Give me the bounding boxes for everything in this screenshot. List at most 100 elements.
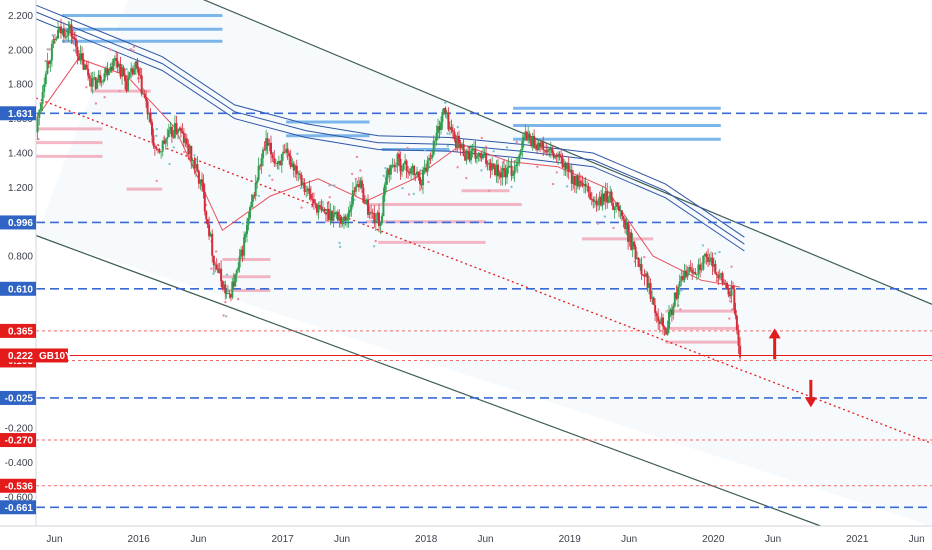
candle-body [305, 190, 308, 192]
candle-body [495, 164, 498, 176]
candle-body [652, 298, 655, 305]
candle-body [551, 148, 554, 153]
candle-body [60, 26, 62, 34]
red-level-0-label: 0.365 [8, 326, 33, 337]
y-tick-label: 2.200 [8, 11, 33, 22]
candle-body [312, 199, 315, 204]
x-tick-label: 2021 [846, 534, 869, 545]
candle-body [214, 264, 217, 266]
candle-body [542, 141, 545, 150]
candle-body [710, 257, 712, 260]
candle-body [145, 98, 148, 102]
candle-body [625, 223, 628, 230]
candle-body [426, 160, 429, 172]
candle-body [504, 170, 507, 178]
candle-body [314, 203, 317, 205]
x-axis-background [0, 526, 932, 550]
candle-body [657, 316, 660, 322]
candle-body [109, 66, 112, 72]
x-tick-label: 2016 [128, 534, 151, 545]
candle-body [413, 166, 416, 176]
scatter-dot [237, 297, 240, 301]
x-tick-label: Jun [46, 534, 62, 545]
candle-body [253, 195, 256, 197]
candle-body [309, 193, 312, 200]
candle-body [399, 158, 402, 172]
candle-body [280, 154, 283, 166]
candle-body [386, 168, 389, 178]
candle-body [729, 294, 731, 297]
candle-body [97, 74, 100, 80]
blue-level-2-label: 0.610 [8, 284, 33, 295]
y-tick-label: 1.800 [8, 80, 33, 91]
candle-body [374, 219, 377, 223]
scatter-dot [129, 48, 132, 51]
candle-body [311, 199, 314, 200]
candle-body [38, 110, 41, 118]
candle-body [668, 311, 670, 329]
candle-body [645, 273, 647, 277]
candle-body [702, 255, 705, 270]
candle-body [158, 149, 161, 153]
candle-body [156, 148, 159, 150]
candle-body [130, 68, 133, 73]
candle-body [640, 264, 643, 275]
scatter-dot [338, 245, 342, 249]
y-tick-label: 1.200 [8, 183, 33, 194]
candle-body [169, 127, 172, 131]
candle-body [41, 91, 44, 104]
candle-body [711, 257, 714, 267]
candle-body [288, 153, 291, 157]
scatter-dot [210, 267, 213, 270]
moving-average-line [35, 57, 741, 288]
candle-body [465, 150, 468, 161]
y-tick-label: 1.400 [8, 148, 33, 159]
scatter-dot [215, 250, 218, 253]
candle-body [225, 293, 228, 295]
scatter-dot [680, 289, 683, 292]
scatter-dot [718, 250, 721, 254]
candle-body [442, 108, 445, 112]
candle-body [336, 211, 339, 221]
candle-body [388, 168, 391, 175]
x-tick-label: Jun [190, 534, 206, 545]
scatter-dot [359, 169, 362, 172]
scatter-dot [286, 155, 289, 158]
candle-body [393, 164, 396, 168]
candle-body [666, 328, 669, 335]
candle-body [683, 270, 686, 280]
candle-body [172, 136, 175, 138]
blue-level-3-label: -0.025 [5, 393, 34, 404]
candle-body [586, 186, 589, 187]
candle-body [143, 93, 146, 98]
candle-body [127, 77, 129, 91]
candle-body [402, 163, 405, 170]
scatter-dot [222, 314, 225, 317]
candle-body [262, 149, 265, 159]
candle-body [353, 190, 356, 192]
candle-body [137, 68, 140, 76]
candle-body [94, 77, 97, 89]
scatter-dot [109, 48, 112, 51]
candle-body [604, 191, 607, 202]
candle-body [618, 206, 620, 211]
candle-body [432, 140, 435, 155]
scatter-dot [420, 169, 423, 172]
candle-body [519, 150, 522, 156]
candle-body [271, 154, 274, 159]
arrow-up-icon [768, 328, 781, 339]
x-tick-label: Jun [765, 534, 781, 545]
red-level-2-label: -0.270 [5, 436, 34, 447]
candle-body [714, 263, 717, 275]
candle-body [516, 163, 519, 165]
candle-body [87, 68, 90, 76]
scatter-dot [510, 185, 513, 189]
candle-body [603, 193, 606, 202]
candle-body [128, 72, 131, 78]
y-tick-label: 2.000 [8, 45, 33, 56]
scatter-dot [714, 252, 717, 255]
scatter-dot [46, 48, 49, 51]
candle-body [99, 74, 102, 83]
candle-body [203, 191, 206, 212]
